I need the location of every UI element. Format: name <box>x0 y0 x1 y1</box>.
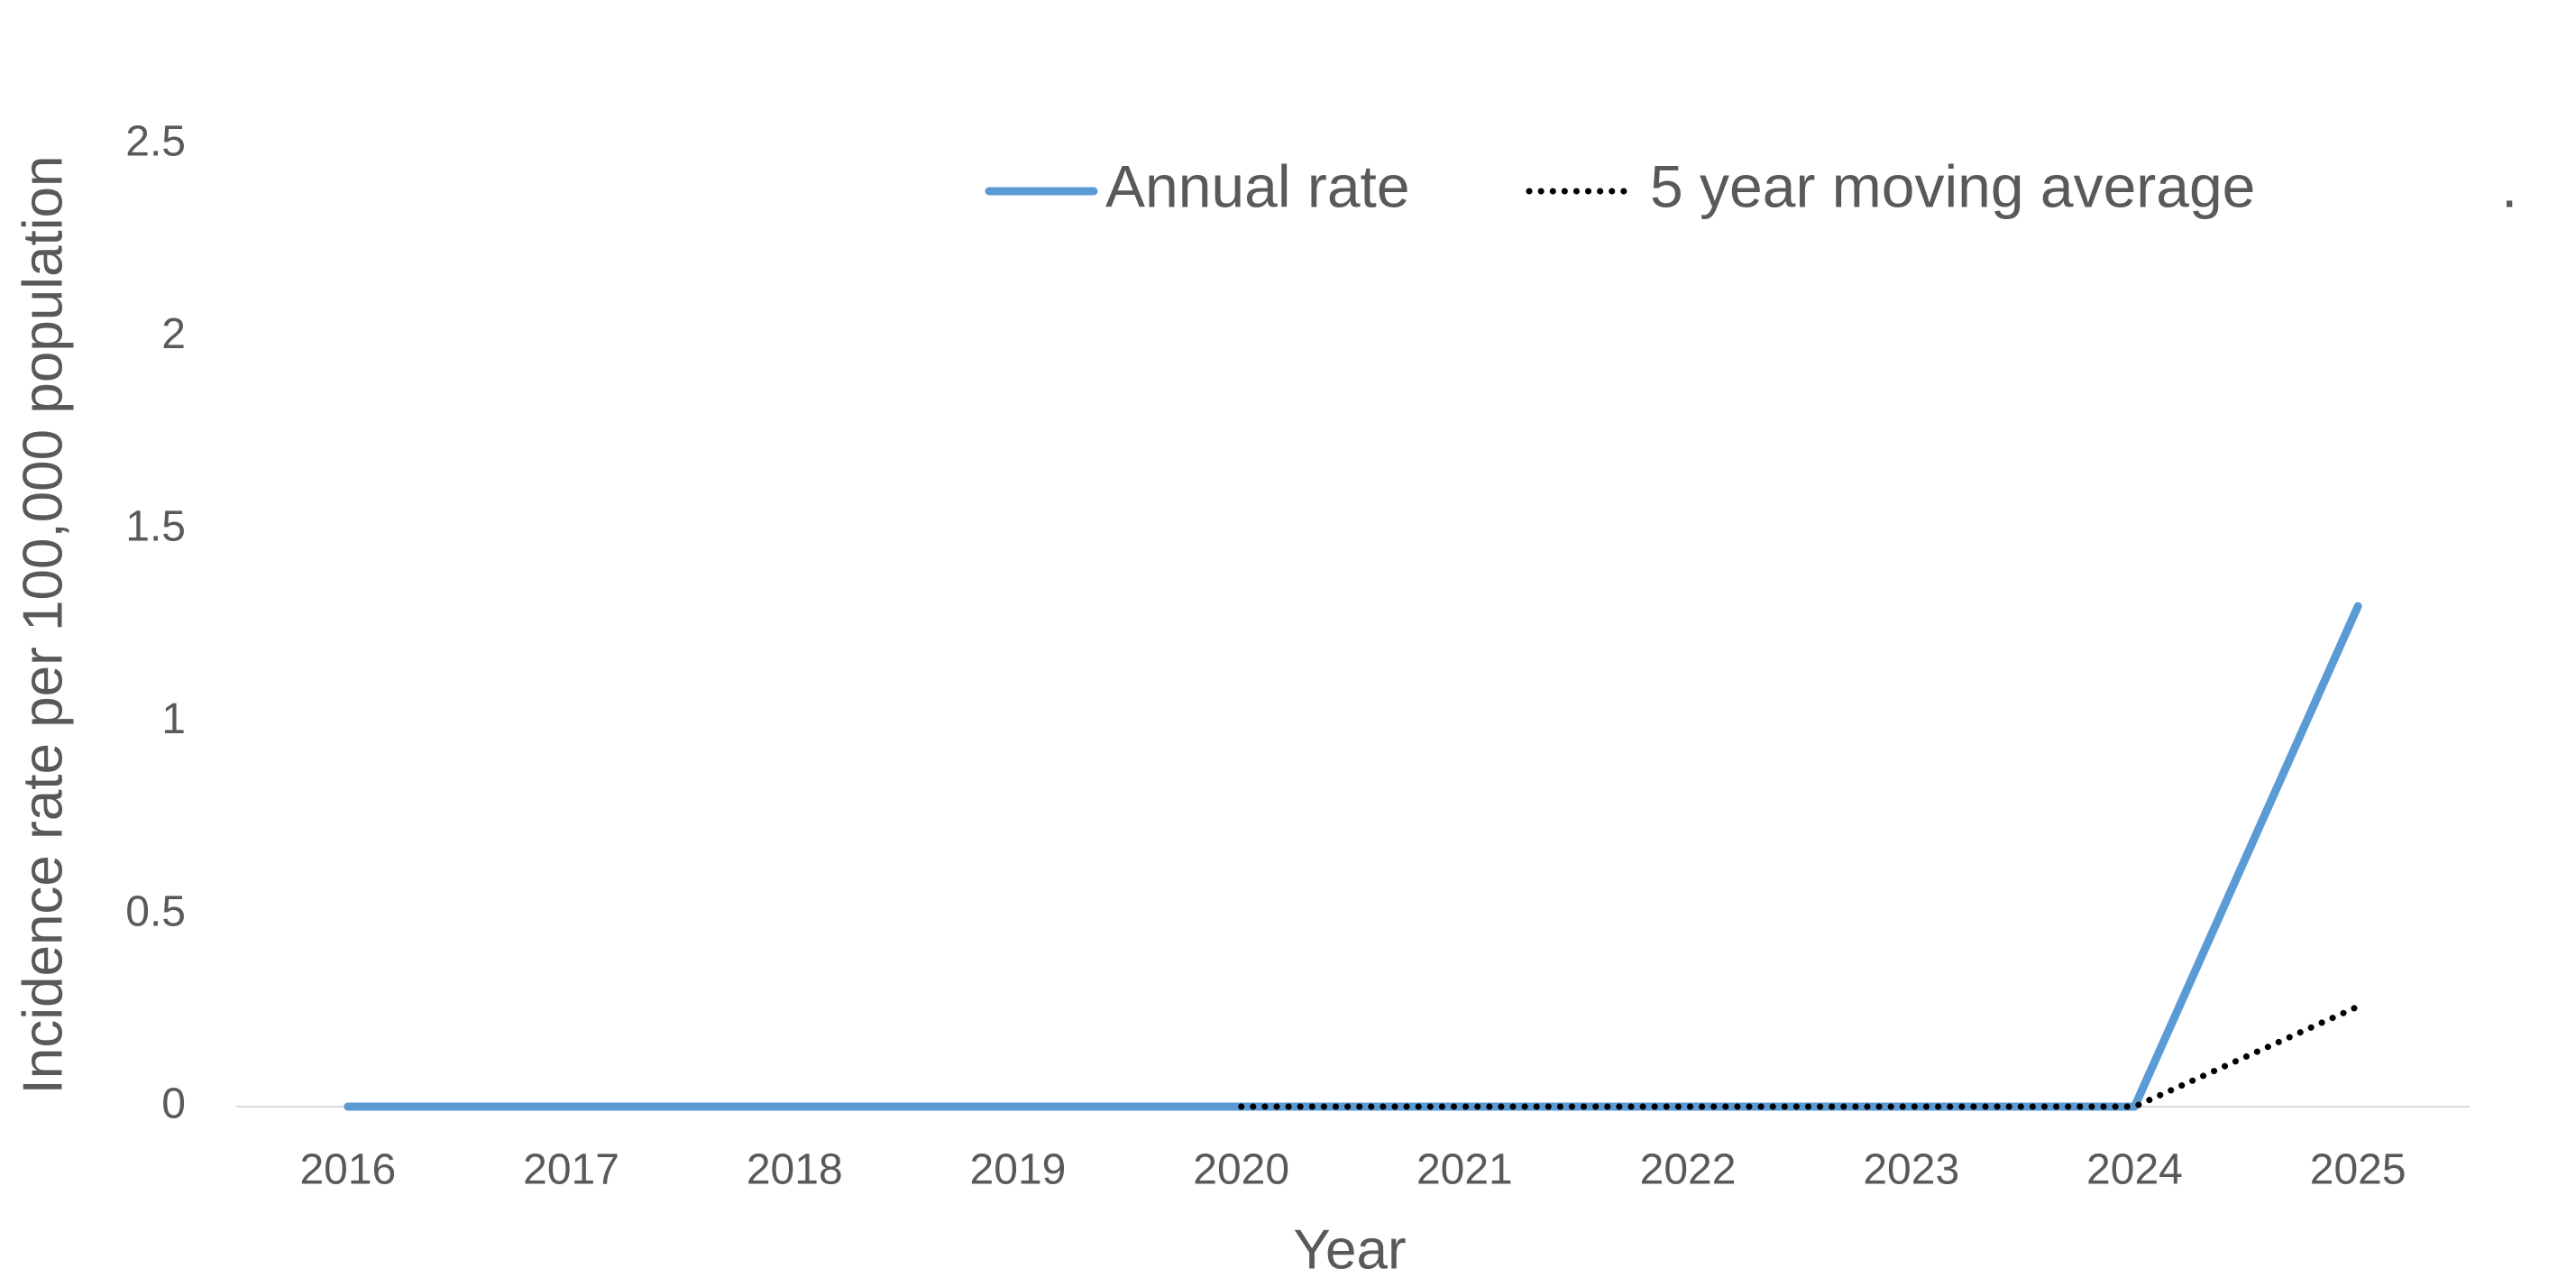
y-tick-label: 0 <box>161 1080 186 1128</box>
x-tick-label: 2024 <box>2086 1146 2183 1194</box>
x-tick-label: 2017 <box>523 1146 619 1194</box>
legend-label: Annual rate <box>1105 152 1410 219</box>
legend-label: . <box>2501 152 2517 219</box>
y-tick-label: 2.5 <box>125 118 186 166</box>
y-tick-label: 2 <box>161 310 186 358</box>
x-tick-label: 2025 <box>2310 1146 2406 1194</box>
y-tick-label: 1 <box>161 695 186 743</box>
x-tick-label: 2022 <box>1640 1146 1737 1194</box>
data-line <box>344 602 2362 1111</box>
x-tick-label: 2018 <box>747 1146 843 1194</box>
legend-label: 5 year moving average <box>1650 152 2255 219</box>
y-axis-title: Incidence rate per 100,000 population <box>12 155 74 1094</box>
x-tick-label: 2023 <box>1863 1146 1959 1194</box>
x-tick-label: 2021 <box>1416 1146 1513 1194</box>
x-axis-title: Year <box>1293 1218 1406 1281</box>
x-tick-label: 2020 <box>1193 1146 1289 1194</box>
x-tick-label: 2016 <box>299 1146 396 1194</box>
y-tick-label: 0.5 <box>125 887 186 935</box>
x-tick-label: 2019 <box>970 1146 1067 1194</box>
data-line <box>1238 1003 2361 1110</box>
y-tick-label: 1.5 <box>125 502 186 550</box>
